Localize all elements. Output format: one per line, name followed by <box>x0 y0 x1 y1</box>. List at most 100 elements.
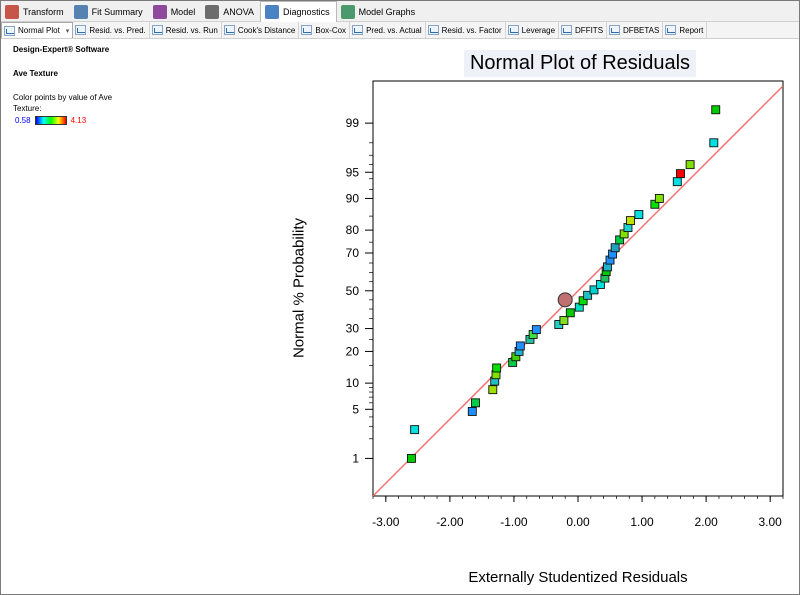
x-tick-label: 3.00 <box>759 515 783 529</box>
subtab-resid-vs-factor[interactable]: Resid. vs. Factor <box>426 22 506 38</box>
residual-point <box>471 398 480 408</box>
info-panel: Design-Expert® Software Ave Texture Colo… <box>13 45 213 125</box>
tab-model-graphs[interactable]: Model Graphs <box>337 1 422 22</box>
subtab-label: Resid. vs. Pred. <box>89 25 146 35</box>
tab-diagnostics[interactable]: Diagnostics <box>260 1 337 22</box>
x-tick-label: -3.00 <box>372 515 400 529</box>
x-tick-label: 1.00 <box>630 515 654 529</box>
subtab-label: Leverage <box>521 25 556 35</box>
color-legend: 0.58 4.13 <box>13 116 213 125</box>
y-axis-label: Normal % Probability <box>290 217 308 359</box>
lambda-icon <box>5 4 19 19</box>
residual-point <box>488 385 498 395</box>
subtab-pred-vs-actual[interactable]: Pred. vs. Actual <box>350 22 426 38</box>
subtab-resid-vs-run[interactable]: Resid. vs. Run <box>150 22 222 38</box>
tab-transform[interactable]: Transform <box>1 1 70 22</box>
subtab-label: DFFITS <box>575 25 604 35</box>
tab-label: Diagnostics <box>283 7 330 17</box>
response-name: Ave Texture <box>13 69 58 78</box>
subtab-label: Report <box>679 25 704 35</box>
fx-icon <box>152 4 167 19</box>
residual-point <box>709 138 719 148</box>
residual-point <box>615 235 625 245</box>
legend-max-value: 4.13 <box>70 116 87 125</box>
graph-icon <box>4 25 15 36</box>
y-tick-label: 95 <box>346 165 360 179</box>
tab-label: Fit Summary <box>91 6 143 17</box>
residual-point <box>467 407 477 416</box>
graph-icon <box>75 25 87 35</box>
diagnostics-subtab-bar: Normal Plot ▾ Resid. vs. Pred. Resid. vs. R… <box>1 22 799 39</box>
subtab-dffits[interactable]: DFFITS <box>559 22 608 38</box>
graph-icon <box>151 25 163 35</box>
residual-point <box>559 316 569 325</box>
residual-point <box>595 279 605 289</box>
chart-title: Normal Plot of Residuals <box>464 50 696 77</box>
normal-reference-line <box>373 85 783 496</box>
y-tick-label: 70 <box>346 246 360 260</box>
residual-point <box>531 325 541 335</box>
subtab-cook-s-distance[interactable]: Cook's Distance <box>222 22 300 38</box>
y-tick-label: 1 <box>352 451 359 465</box>
subtab-dfbetas[interactable]: DFBETAS <box>607 22 664 38</box>
subtab-label: Pred. vs. Actual <box>366 25 422 35</box>
tab-anova[interactable]: ANOVA <box>201 1 260 22</box>
color-gradient-bar <box>34 116 67 125</box>
subtab-box-cox[interactable]: Box-Cox <box>299 22 351 38</box>
subtab-label: Normal Plot <box>18 26 60 35</box>
residual-point <box>589 285 599 295</box>
y-tick-label: 5 <box>352 402 359 416</box>
tab-label: Transform <box>23 6 64 17</box>
residual-point <box>610 243 620 253</box>
graph-icon <box>507 25 519 35</box>
x-tick-label: -2.00 <box>436 515 464 529</box>
x-tick-label: -1.00 <box>500 515 528 529</box>
subtab-leverage[interactable]: Leverage <box>506 22 560 38</box>
chevron-down-icon[interactable]: ▾ <box>65 27 70 35</box>
residual-point <box>654 193 664 203</box>
residual-point <box>685 160 695 170</box>
graph-icon <box>352 25 364 35</box>
residual-point <box>676 169 685 179</box>
y-tick-label: 99 <box>346 116 360 130</box>
software-name: Design-Expert® Software <box>13 45 110 54</box>
y-tick-label: 80 <box>346 223 360 237</box>
color-legend-caption: Color points by value of Ave Texture: <box>13 93 113 113</box>
residual-point <box>626 216 635 226</box>
subtab-resid-vs-pred[interactable]: Resid. vs. Pred. <box>73 22 150 38</box>
residual-point <box>515 341 525 351</box>
x-tick-label: 0.00 <box>566 515 590 529</box>
subtab-label: Cook's Distance <box>237 25 296 35</box>
residual-point <box>650 199 660 209</box>
graph-icon <box>427 25 439 35</box>
subtab-normal-plot[interactable]: Normal Plot ▾ <box>1 22 74 38</box>
subtab-label: Box-Cox <box>315 25 347 35</box>
tab-fit-summary[interactable]: Fit Summary <box>70 1 149 22</box>
subtab-label: Resid. vs. Run <box>165 25 218 35</box>
y-tick-label: 50 <box>346 284 360 298</box>
subtab-report[interactable]: Report <box>663 22 708 38</box>
residual-point <box>583 290 593 300</box>
tab-model[interactable]: Model <box>149 1 202 22</box>
calculator-icon <box>205 4 220 19</box>
y-tick-label: 30 <box>346 322 360 336</box>
analysis-toolbar: Transform Fit Summary Model ANOVA Diagnostic… <box>1 1 799 22</box>
x-tick-label: 2.00 <box>694 515 718 529</box>
y-tick-label: 90 <box>346 191 360 205</box>
graph-icon <box>301 25 313 35</box>
residual-point <box>406 453 416 463</box>
y-tick-label: 20 <box>346 344 360 358</box>
tab-label: ANOVA <box>223 6 255 17</box>
residual-point <box>492 363 502 373</box>
subtab-label: DFBETAS <box>623 25 660 35</box>
x-axis-label: Externally Studentized Residuals <box>468 569 688 586</box>
y-tick-label: 10 <box>346 376 360 390</box>
scatter-icon <box>265 5 280 19</box>
residual-point <box>578 296 588 306</box>
graph-icon <box>609 25 621 35</box>
selected-point-marker <box>557 292 573 308</box>
tab-label: Model Graphs <box>358 6 416 17</box>
subtab-label: Resid. vs. Factor <box>441 25 502 35</box>
tab-label: Model <box>170 6 196 17</box>
